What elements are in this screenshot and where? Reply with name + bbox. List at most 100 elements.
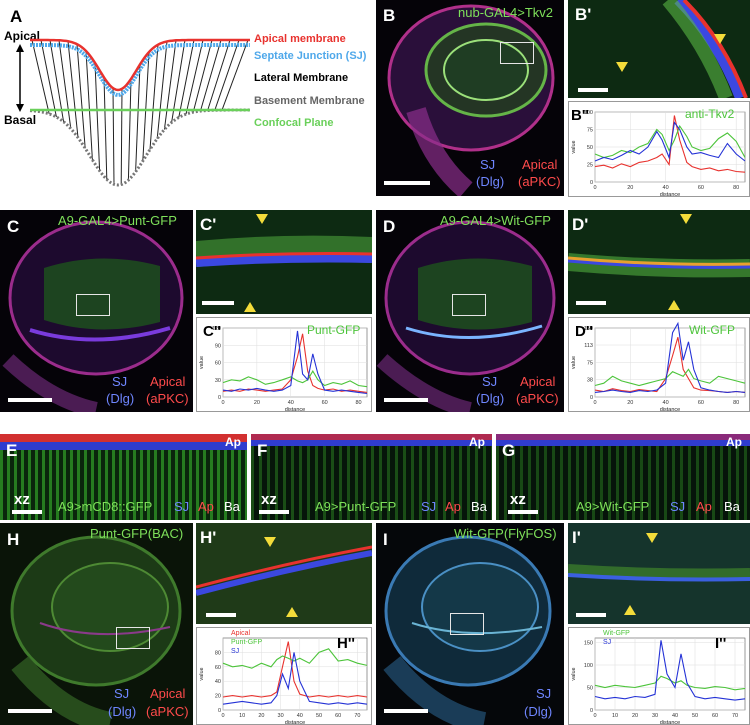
y-tick-label: 0	[590, 708, 593, 714]
series-line-green	[594, 124, 746, 159]
xz-label: xz	[14, 491, 30, 508]
profile-chart: 0 20 40 60 80 0 25 50 75 100 distance value	[571, 110, 746, 196]
legend-sj: SJ	[231, 648, 240, 655]
y-tick-label: 40	[215, 679, 221, 685]
panel-label: I	[383, 530, 388, 549]
sj-label: SJ	[421, 499, 437, 514]
panel-b: B nub-GAL4>Tkv2 SJ (Dlg) Apical (aPKC)	[376, 0, 564, 196]
ap-label: Ap	[726, 435, 742, 449]
genotype-label: A9-GAL4>Wit-GFP	[440, 213, 551, 228]
panel-h: H Punt-GFP(BAC) SJ (Dlg) Apical (aPKC)	[0, 523, 193, 725]
dlg-label: (Dlg)	[524, 704, 553, 719]
x-tick-label: 40	[672, 713, 678, 719]
panel-b-double-prime: 0 20 40 60 80 0 25 50 75 100 distance value B'' ant…	[568, 101, 750, 197]
panel-e: E Ap xz A9>mCD8::GFP SJ Ap Ba	[0, 434, 247, 520]
ap-label: Ap	[469, 435, 485, 449]
panel-label: G	[502, 441, 516, 460]
y-tick-label: 150	[584, 326, 593, 332]
scale-bar	[8, 709, 52, 713]
panel-label: D	[383, 217, 396, 236]
apical-label: Apical	[150, 374, 186, 389]
x-axis-label: distance	[285, 720, 306, 725]
x-tick-label: 20	[632, 713, 638, 719]
genotype-label: A9>Punt-GFP	[315, 499, 397, 514]
ba-label: Ba	[471, 499, 487, 514]
panel-b-prime: B'	[568, 0, 750, 98]
arrowhead-icon	[714, 34, 726, 44]
x-tick-label: 30	[652, 713, 658, 719]
y-tick-label: 30	[215, 378, 221, 384]
series-line-blue	[594, 321, 746, 393]
scale-bar	[202, 301, 234, 305]
panel-label: H	[7, 530, 20, 549]
x-tick-label: 10	[239, 713, 245, 719]
x-axis-label: distance	[285, 407, 306, 412]
x-tick-label: 10	[612, 713, 618, 719]
series-line-blue	[594, 640, 746, 701]
legend-punt-gfp: Punt-GFP	[231, 639, 263, 646]
x-tick-label: 70	[732, 713, 738, 719]
x-tick-label: 40	[297, 713, 303, 719]
legend-apical: Apical	[231, 630, 251, 637]
series-line-blue	[222, 330, 368, 395]
panel-i-prime: I'	[568, 523, 750, 624]
x-tick-label: 0	[221, 713, 224, 719]
arrowhead-icon	[646, 533, 658, 543]
legend-confocal-plane: Confocal Plane	[254, 117, 334, 129]
magnified-image	[662, 0, 748, 98]
ba-label: Ba	[724, 499, 740, 514]
y-tick-label: 50	[587, 145, 593, 151]
scale-bar	[8, 398, 52, 402]
profile-chart: 0 20 40 60 80 0 30 60 90 120 distance value	[199, 326, 368, 412]
y-tick-label: 100	[584, 110, 593, 116]
scale-bar	[12, 510, 42, 514]
y-tick-label: 60	[215, 361, 221, 367]
panel-label: F	[257, 441, 268, 460]
xz-label: xz	[510, 491, 526, 508]
panel-label: H''	[337, 635, 355, 652]
x-tick-label: 0	[593, 185, 596, 191]
panel-label: B'	[575, 5, 592, 24]
panel-a: A Apical Basal Apical membrane Septate J…	[0, 0, 372, 200]
legend-basement-membrane: Basement Membrane	[254, 95, 365, 107]
profile-chart: 0 10 20 30 40 50 60 70 0 20 40 60 80 distance value	[199, 637, 368, 725]
x-tick-label: 60	[698, 185, 704, 191]
panel-label: B	[383, 6, 396, 25]
panel-label: C'	[200, 215, 217, 234]
x-tick-label: 60	[322, 400, 328, 406]
x-tick-label: 20	[627, 185, 633, 191]
y-tick-label: 25	[587, 163, 593, 169]
y-axis-label: value	[571, 356, 577, 369]
apkc-label: (aPKC)	[146, 391, 189, 406]
y-tick-label: 150	[584, 641, 593, 647]
panel-label: I'	[572, 528, 581, 547]
series-line-green	[222, 648, 368, 669]
sj-label: SJ	[114, 686, 130, 701]
panel-label: D''	[575, 323, 593, 340]
arrowhead-icon	[286, 607, 298, 617]
panel-c-prime: C'	[196, 210, 372, 314]
sj-label: SJ	[536, 686, 552, 701]
genotype-label: nub-GAL4>Tkv2	[458, 5, 554, 20]
panel-i-double-prime: 0 10 20 30 40 50 60 70 0 50 100 150 distance value I'…	[568, 627, 750, 725]
dlg-label: (Dlg)	[476, 391, 505, 406]
series-line-red	[594, 337, 746, 393]
arrowhead-icon	[668, 300, 680, 310]
series-line-blue	[594, 121, 746, 162]
scale-bar	[384, 398, 428, 402]
inset-box	[452, 294, 486, 316]
y-tick-label: 100	[584, 663, 593, 669]
panel-label: C''	[203, 323, 221, 340]
apkc-label: (aPKC)	[146, 704, 189, 719]
x-tick-label: 40	[288, 400, 294, 406]
scale-bar	[206, 613, 236, 617]
legend-wit-gfp: Wit-GFP	[603, 630, 630, 637]
y-tick-label: 90	[215, 343, 221, 349]
ba-label: Ba	[224, 499, 240, 514]
x-tick-label: 30	[278, 713, 284, 719]
sj-label: SJ	[112, 374, 128, 389]
series-line-red	[222, 641, 368, 698]
x-axis-label: distance	[660, 720, 681, 725]
genotype-label: A9-GAL4>Punt-GFP	[58, 213, 177, 228]
y-tick-label: 0	[218, 395, 221, 401]
